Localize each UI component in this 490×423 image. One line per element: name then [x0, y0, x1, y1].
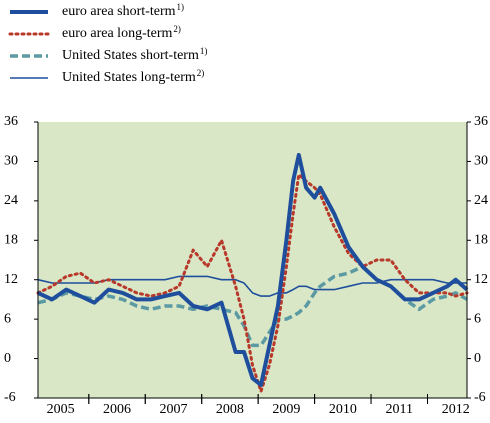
series-line	[36, 173, 469, 393]
legend-note: 2)	[197, 68, 205, 78]
x-tick-label: 2008	[216, 402, 244, 417]
y-tick-label: 36	[4, 114, 18, 129]
y2-tick-label: 18	[474, 233, 488, 248]
y2-tick-label: 6	[474, 311, 481, 326]
plot-area	[38, 122, 467, 398]
legend-label: United States short-term	[62, 48, 199, 63]
legend-note: 1)	[200, 46, 208, 56]
x-tick-label: 2005	[47, 402, 75, 417]
x-tick-label: 2009	[272, 402, 300, 417]
legend-label: United States long-term	[62, 70, 196, 85]
legend-note: 2)	[173, 24, 181, 34]
y-tick-label: 18	[4, 233, 18, 248]
y2-tick-label: 24	[474, 193, 488, 208]
series-line	[37, 152, 469, 387]
y2-tick-label: 12	[474, 272, 488, 287]
legend-label: euro area long-term	[62, 26, 172, 41]
legend-note: 1)	[177, 2, 185, 12]
y-tick-label: 12	[4, 272, 18, 287]
y2-tick-label: -6	[474, 390, 486, 405]
y-tick-label: 24	[4, 193, 18, 208]
y2-tick-label: 36	[474, 114, 488, 129]
x-tick-label: 2007	[159, 402, 187, 417]
y-tick-label: 0	[4, 351, 11, 366]
y-tick-label: -6	[4, 390, 16, 405]
legend-label: euro area short-term	[62, 4, 176, 19]
y-tick-label: 30	[4, 154, 18, 169]
x-tick-label: 2010	[329, 402, 357, 417]
x-tick-label: 2011	[386, 402, 413, 417]
y-tick-label: 6	[4, 311, 11, 326]
y2-tick-label: 0	[474, 351, 481, 366]
x-tick-label: 2012	[442, 402, 470, 417]
series-line	[37, 275, 467, 297]
x-tick-label: 2006	[103, 402, 131, 417]
y2-tick-label: 30	[474, 154, 488, 169]
